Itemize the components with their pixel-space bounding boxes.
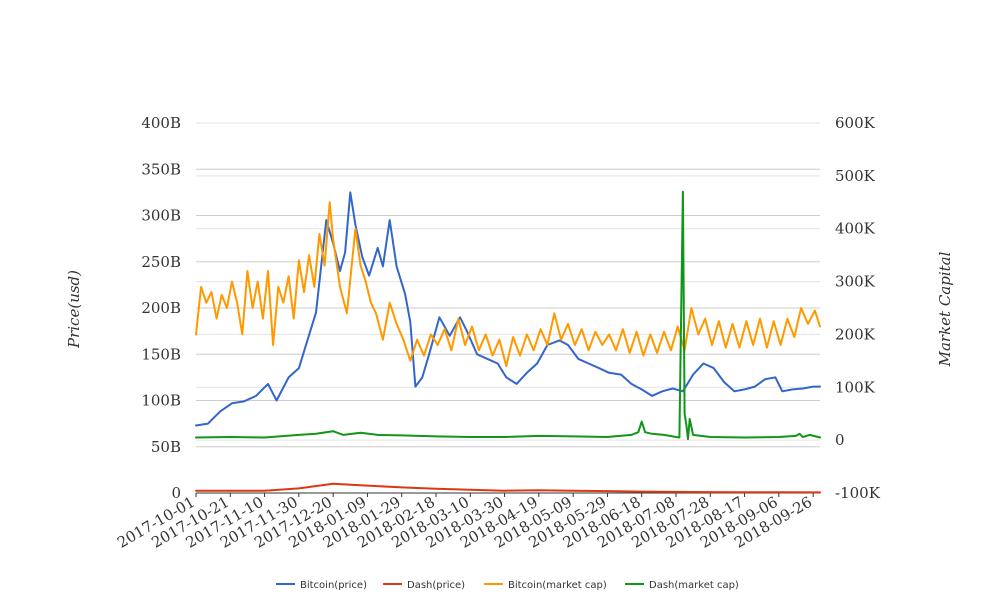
y-left-tick-label: 400B <box>141 114 181 132</box>
right-y-axis: -100K 0 100K 200K 300K 400K 500K 600K <box>835 114 881 502</box>
y-left-tick-label: 250B <box>141 253 181 271</box>
y-right-tick-label: 0 <box>835 431 845 449</box>
y-left-tick-label: 0 <box>171 484 181 502</box>
y-right-tick-label: 600K <box>835 114 876 132</box>
y-right-tick-label: 100K <box>835 378 876 396</box>
legend-item-dash-market-cap: Dash(market cap) <box>625 580 739 591</box>
y-left-tick-label: 200B <box>141 299 181 317</box>
y-axis-title-left: Price(usd) <box>65 270 83 349</box>
series-line-bitcoin-market-cap <box>195 201 821 368</box>
legend-label: Bitcoin(market cap) <box>508 580 607 591</box>
legend-item-dash-price: Dash(price) <box>383 580 465 591</box>
y-right-tick-label: -100K <box>835 484 881 502</box>
legend-label: Dash(price) <box>407 580 465 591</box>
series-lines <box>195 190 821 494</box>
series-line-dash-market-cap <box>195 190 821 441</box>
y-left-tick-label: 50B <box>151 438 181 456</box>
left-y-axis: 0 50B 100B 150B 200B 250B 300B 350B 400B <box>141 114 181 502</box>
x-axis: 2017-10-012017-10-212017-11-102017-11-30… <box>114 493 815 552</box>
legend-label: Dash(market cap) <box>649 580 739 591</box>
y-left-tick-label: 100B <box>141 392 181 410</box>
series-line-bitcoin-price <box>195 191 821 427</box>
y-right-tick-label: 300K <box>835 273 876 291</box>
series-line-dash-price <box>195 482 821 494</box>
y-axis-title-right: Market Capital <box>936 251 954 367</box>
y-left-tick-label: 300B <box>141 207 181 225</box>
y-right-tick-label: 200K <box>835 325 876 343</box>
legend-item-bitcoin-market-cap: Bitcoin(market cap) <box>484 580 607 591</box>
legend-label: Bitcoin(price) <box>300 580 367 591</box>
legend-item-bitcoin-price: Bitcoin(price) <box>276 580 367 591</box>
y-right-tick-label: 400K <box>835 220 876 238</box>
y-left-tick-label: 350B <box>141 160 181 178</box>
y-right-tick-label: 500K <box>835 167 876 185</box>
y-left-tick-label: 150B <box>141 345 181 363</box>
legend: Bitcoin(price) Dash(price) Bitcoin(market … <box>276 580 739 591</box>
